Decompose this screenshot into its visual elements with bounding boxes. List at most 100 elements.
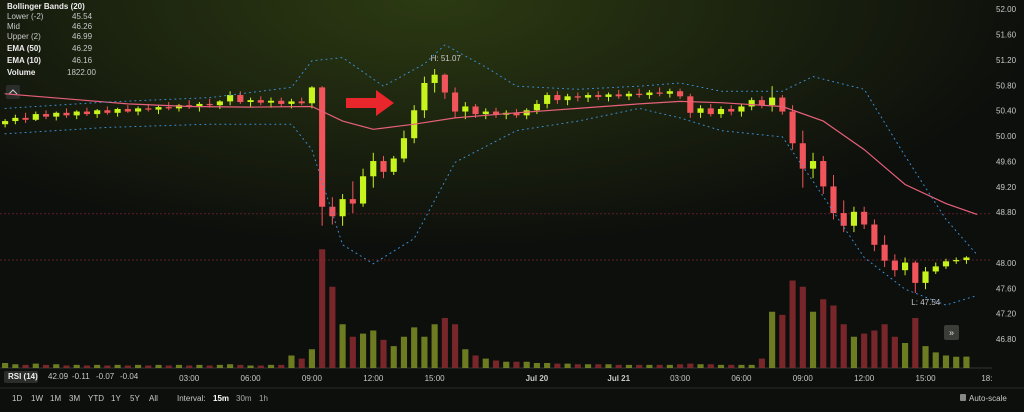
candle-body [820,161,827,187]
candle-body [53,112,60,117]
range-button[interactable]: 5Y [130,394,140,403]
x-tick-label: 09:00 [302,374,323,383]
candle-body [646,92,653,96]
candle-body [145,108,152,110]
volume-bar [390,346,397,368]
candle-body [83,111,90,115]
volume-bar [12,364,19,368]
interval-button[interactable]: 15m [213,394,229,403]
autoscale-button[interactable]: Auto-scale [969,394,1007,403]
volume-bar [53,364,60,368]
candle-body [63,112,70,116]
volume-bar [595,364,602,368]
candle-body [595,95,602,97]
volume-bar [32,363,39,368]
volume-bar [319,249,326,368]
volume-bar [666,364,673,368]
volume-bar [830,305,837,368]
candle-body [830,186,837,214]
indicator-line [4,44,978,255]
volume-bar [22,364,29,368]
candle-body [881,244,888,261]
legend-value: 46.26 [72,22,93,31]
candle-body [738,106,745,112]
range-button[interactable]: 1Y [111,394,121,403]
candle-body [400,138,408,159]
volume-bar [400,336,408,368]
volume-bar [155,364,162,368]
volume-bar [431,324,438,368]
candle-body [492,111,500,115]
volume-bar [574,364,581,368]
candle-body [840,213,847,226]
range-button[interactable]: 1M [50,394,61,403]
interval-label: Interval: [177,394,205,403]
candle-body [175,105,183,109]
volume-bar [83,365,90,368]
volume-bar [380,339,387,368]
candle-body [308,87,315,104]
candle-body [636,93,643,96]
x-tick-label: 06:00 [731,374,752,383]
volume-bar [186,365,193,368]
volume-bar [748,364,755,368]
volume-bar [850,336,858,368]
candle-body [932,266,939,272]
volume-bar [891,336,898,368]
candle-body [544,95,551,104]
candle-body [237,95,244,103]
candle-body [697,108,704,113]
x-tick-label: 09:00 [793,374,814,383]
candle-body [687,96,694,113]
candle-body [104,110,111,113]
range-button[interactable]: YTD [88,394,104,403]
scroll-button[interactable] [944,325,959,340]
range-button[interactable]: 3M [69,394,80,403]
range-button[interactable]: 1D [12,394,22,403]
y-tick-label: 47.60 [996,284,1017,293]
candle-body [431,74,438,83]
interval-button[interactable]: 30m [236,394,252,403]
candle-body [728,109,735,112]
candle-body [278,100,285,104]
candle-body [339,199,346,217]
candle-body [165,107,172,109]
candle-body [421,82,428,111]
volume-bar [533,363,540,368]
volume-bar [584,364,592,368]
volume-bar [492,360,500,368]
volume-bar [554,363,561,368]
indicator-line [4,93,978,215]
rsi-value: -0.11 [72,372,90,381]
candle-body [227,95,234,102]
interval-button[interactable]: 1h [259,394,268,403]
volume-bar [677,364,684,368]
y-tick-label: 50.00 [996,132,1017,141]
volume-bar [63,365,70,368]
candle-body [359,176,367,204]
candle-body [809,161,817,169]
volume-bar [544,363,551,368]
candle-body [94,110,101,115]
volume-bar [963,356,970,368]
volume-bar [615,364,622,368]
range-button[interactable]: 1W [31,394,43,403]
candle-body [257,100,264,103]
x-tick-label: 12:00 [363,374,384,383]
volume-bar [636,364,643,368]
volume-bar [881,324,888,368]
candle-body [953,260,960,262]
candle-body [472,106,479,115]
candle-body [891,260,898,271]
collapse-button[interactable] [6,85,20,99]
y-tick-label: 52.00 [996,5,1017,14]
volume-bar [339,324,346,368]
volume-bar [298,358,305,368]
range-button[interactable]: All [149,394,158,403]
volume-bar [288,355,295,368]
candle-body [206,103,213,106]
y-tick-label: 50.80 [996,81,1017,90]
volume-bar [227,364,234,368]
volume-bar [799,286,806,368]
